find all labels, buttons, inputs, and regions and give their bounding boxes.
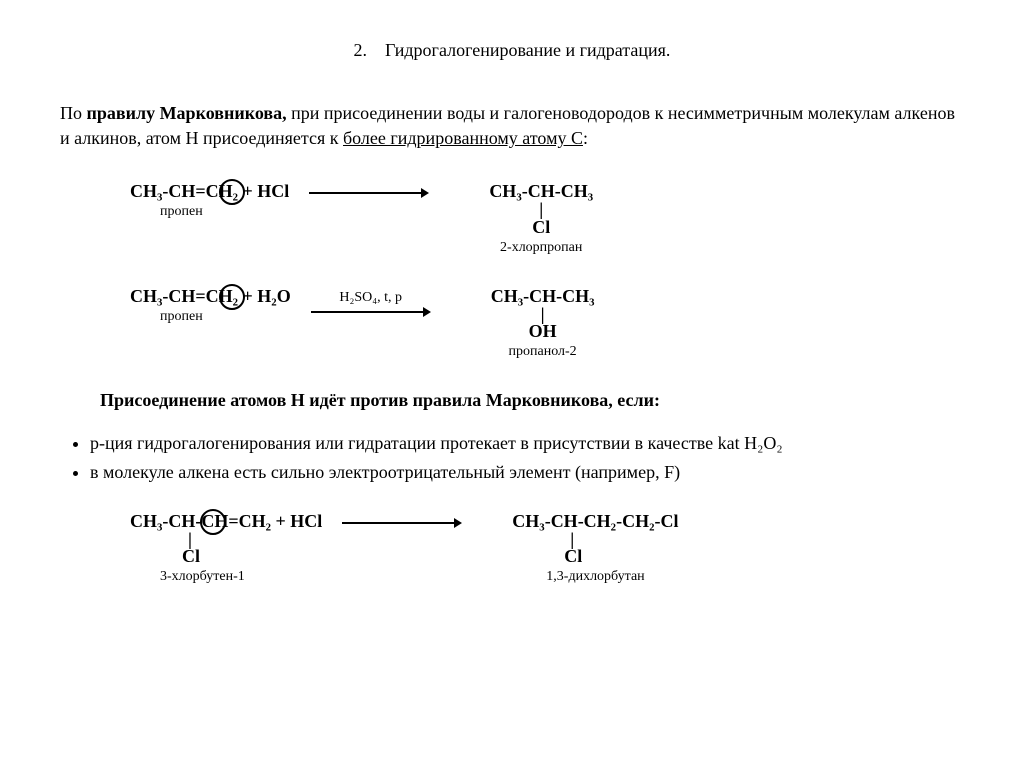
product-group: CH₃-CH-CH₃ | Cl 2-хлорпропан (489, 181, 593, 255)
subheading: Присоединение атомов Н идёт против прави… (100, 390, 964, 411)
para-underlined: более гидрированному атому С (343, 128, 583, 148)
para-text: : (583, 128, 588, 148)
product-label: пропанол-2 (509, 344, 577, 360)
intro-paragraph: По правилу Марковникова, при присоединен… (60, 101, 964, 151)
formula-text: CH₃-CH-CH=CH₂ + HCl (130, 511, 322, 531)
rule-name: правилу Марковникова, (87, 103, 287, 123)
product-formula: CH₃-CH-CH₃ (489, 181, 593, 202)
reaction-3: CH₃-CH-CH=CH₂ + HCl | Cl 3-хлорбутен-1 C… (130, 511, 964, 585)
reagent-group: CH₃-CH-CH=CH₂ + HCl | Cl 3-хлорбутен-1 (130, 511, 322, 585)
reaction-1: CH₃-CH=CH₂ + HCl пропен CH₃-CH-CH₃ | Cl … (130, 181, 964, 255)
bond-line: | (188, 532, 192, 546)
reaction-arrow: H₂SO₄, t, p (311, 286, 431, 320)
list-item: в молекуле алкена есть сильно электроотр… (90, 460, 964, 485)
arrow-icon (342, 515, 462, 531)
reaction-arrow (309, 181, 429, 201)
reaction-arrow (342, 511, 462, 531)
bond-line: | (539, 202, 543, 216)
para-text: По (60, 103, 87, 123)
formula-text: CH₃-CH=CH₂ + HCl (130, 181, 289, 201)
list-item: р-ция гидрогалогенирования или гидратаци… (90, 431, 964, 456)
reagent-group: CH₃-CH=CH₂ + HCl пропен (130, 181, 289, 220)
reagent-formula: CH₃-CH=CH₂ + H₂O (130, 286, 291, 307)
reagent-label: пропен (160, 309, 203, 325)
substituent: Cl (564, 546, 582, 567)
exceptions-list: р-ция гидрогалогенирования или гидратаци… (60, 431, 964, 485)
reagent-label: пропен (160, 204, 203, 220)
product-group: CH₃-CH-CH₃ | OH пропанол-2 (491, 286, 595, 360)
substituent: OH (529, 321, 557, 342)
highlight-circle (219, 179, 245, 205)
reagent-label: 3-хлорбутен-1 (160, 569, 245, 585)
reaction-2: CH₃-CH=CH₂ + H₂O пропен H₂SO₄, t, p CH₃-… (130, 286, 964, 360)
bond-line: | (570, 532, 574, 546)
reagent-group: CH₃-CH=CH₂ + H₂O пропен (130, 286, 291, 325)
highlight-circle (200, 509, 226, 535)
reagent-formula: CH₃-CH-CH=CH₂ + HCl (130, 511, 322, 532)
arrow-icon (309, 185, 429, 201)
product-group: CH₃-CH-CH₂-CH₂-Cl | Cl 1,3-дихлорбутан (512, 511, 678, 585)
reagent-formula: CH₃-CH=CH₂ + HCl (130, 181, 289, 202)
substituent: Cl (532, 217, 550, 238)
bond-line: | (541, 307, 545, 321)
section-title: 2. Гидрогалогенирование и гидратация. (60, 40, 964, 61)
product-formula: CH₃-CH-CH₂-CH₂-Cl (512, 511, 678, 532)
product-formula: CH₃-CH-CH₃ (491, 286, 595, 307)
formula-text: CH₃-CH=CH₂ + H₂O (130, 286, 291, 306)
title-number: 2. (354, 40, 368, 60)
title-text: Гидрогалогенирование и гидратация. (385, 40, 670, 60)
highlight-circle (219, 284, 245, 310)
substituent: Cl (182, 546, 200, 567)
arrow-icon (311, 304, 431, 320)
product-label: 1,3-дихлорбутан (546, 569, 644, 585)
product-label: 2-хлорпропан (500, 240, 582, 256)
